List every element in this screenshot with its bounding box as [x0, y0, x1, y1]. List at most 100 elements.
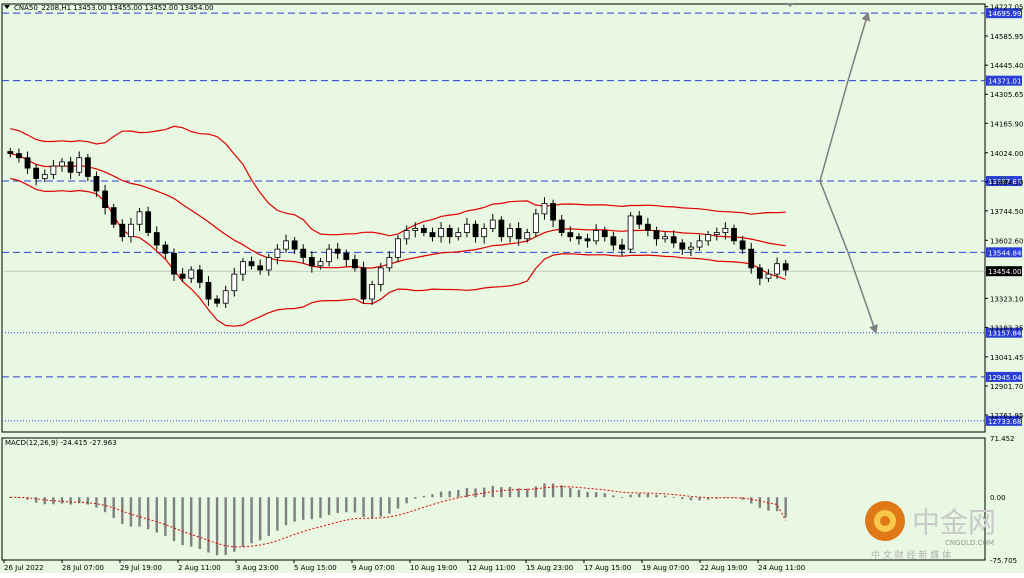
candle-body [84, 157, 91, 177]
macd-bar [198, 497, 202, 549]
candle-body [240, 261, 246, 275]
candle-body [377, 267, 384, 285]
level-label-bg [986, 8, 1022, 19]
candle-body [576, 236, 582, 240]
macd-bar [155, 497, 158, 533]
candle-body [601, 230, 608, 238]
candle-body [386, 257, 393, 269]
macd-bar [663, 495, 667, 498]
candle-body [420, 227, 427, 233]
price-tick-label: 13183.35 [990, 324, 1023, 332]
price-axis: 14727.05 14585.95 14445.40 14305.65 14165.90… [985, 4, 1023, 420]
candle-body [128, 223, 134, 238]
candle-body [334, 248, 341, 254]
macd-bar [732, 497, 736, 499]
candle-body [76, 157, 83, 173]
last-price-bg [986, 266, 1022, 277]
candle-body [102, 190, 108, 209]
macd-bar [422, 495, 426, 498]
time-tick-label: 12 Aug 11:00 [468, 564, 515, 572]
macd-bar [345, 497, 348, 513]
level-label: 13887.88 [988, 178, 1021, 186]
price-tick-label: 13323.10 [990, 295, 1023, 303]
macd-bar [586, 491, 589, 498]
time-tick-label: 5 Aug 15:00 [294, 564, 337, 572]
candle-body [644, 223, 651, 231]
macd-bar [672, 497, 675, 498]
candles [7, 147, 789, 308]
candle-body [360, 267, 367, 300]
candle-body [455, 232, 462, 238]
time-tick-label: 10 Aug 19:00 [410, 564, 457, 572]
brand-slogan: 中 文 财 经 新 媒 体 [871, 549, 951, 561]
macd-bar [276, 497, 279, 531]
macd-bar [758, 497, 762, 508]
macd-bar [457, 489, 460, 498]
candle-body [610, 236, 617, 246]
macd-tick-label: 71.452 [990, 435, 1015, 443]
candle-body [662, 236, 668, 240]
candle-body [507, 227, 513, 238]
candle-body [179, 273, 186, 279]
price-tick-label: 14445.40 [990, 62, 1023, 70]
candle-body [16, 153, 22, 159]
macd-bar [327, 497, 331, 515]
candle-body [188, 269, 195, 279]
macd-bar [319, 497, 322, 518]
macd-bar [379, 497, 382, 517]
candle-body [317, 261, 324, 267]
candle-body [369, 284, 376, 300]
time-tick-label: 29 Jul 19:00 [120, 564, 162, 572]
macd-bar [724, 497, 727, 499]
candle-body [619, 244, 625, 250]
macd-bar [405, 497, 408, 504]
macd-bar [396, 497, 400, 509]
candle-body [110, 207, 117, 225]
macd-bar [78, 497, 81, 504]
time-tick-label: 24 Aug 11:00 [758, 564, 805, 572]
candle-body [326, 248, 332, 263]
macd-bar [362, 497, 365, 517]
time-tick-label: 26 Jul 2022 [4, 564, 44, 572]
macd-signal-line [10, 486, 787, 548]
macd-bar [646, 493, 650, 498]
candle-body [352, 259, 358, 269]
macd-panel: 71.452 0.00 -75.705 [9, 435, 1017, 565]
time-tick-label: 19 Aug 07:00 [642, 564, 689, 572]
macd-bar [258, 497, 262, 541]
macd-bar [767, 497, 770, 511]
macd-bar [370, 497, 374, 519]
candle-body [731, 227, 737, 242]
candle-body [472, 223, 479, 238]
candle-body [50, 165, 57, 175]
candle-body [584, 238, 591, 242]
candle-body [291, 240, 298, 250]
chevron-down-icon[interactable] [4, 5, 10, 9]
candle-body [343, 252, 350, 260]
projection-arrow [819, 180, 878, 335]
candle-body [756, 267, 763, 279]
macd-bar [414, 497, 417, 499]
level-label-bg [986, 247, 1022, 258]
candle-body [283, 240, 289, 250]
macd-bar [775, 497, 779, 512]
candle-body [653, 230, 660, 240]
macd-bar [284, 497, 288, 526]
candle-body [231, 273, 238, 292]
level-label: 13157.84 [988, 330, 1022, 338]
time-tick-label: 28 Jul 07:00 [62, 564, 104, 572]
macd-bar [526, 488, 529, 498]
price-tick-label: 13884.30 [990, 179, 1023, 187]
candle-body [748, 248, 755, 269]
macd-bar [233, 497, 236, 552]
candle-body [93, 176, 100, 192]
candle-body [205, 282, 212, 300]
macd-bar [310, 497, 314, 520]
macd-bar [215, 497, 219, 556]
candle-body [7, 151, 14, 154]
candle-body [67, 161, 74, 173]
candle-body [765, 273, 772, 279]
macd-bar [612, 495, 615, 498]
macd-bar [482, 487, 486, 498]
